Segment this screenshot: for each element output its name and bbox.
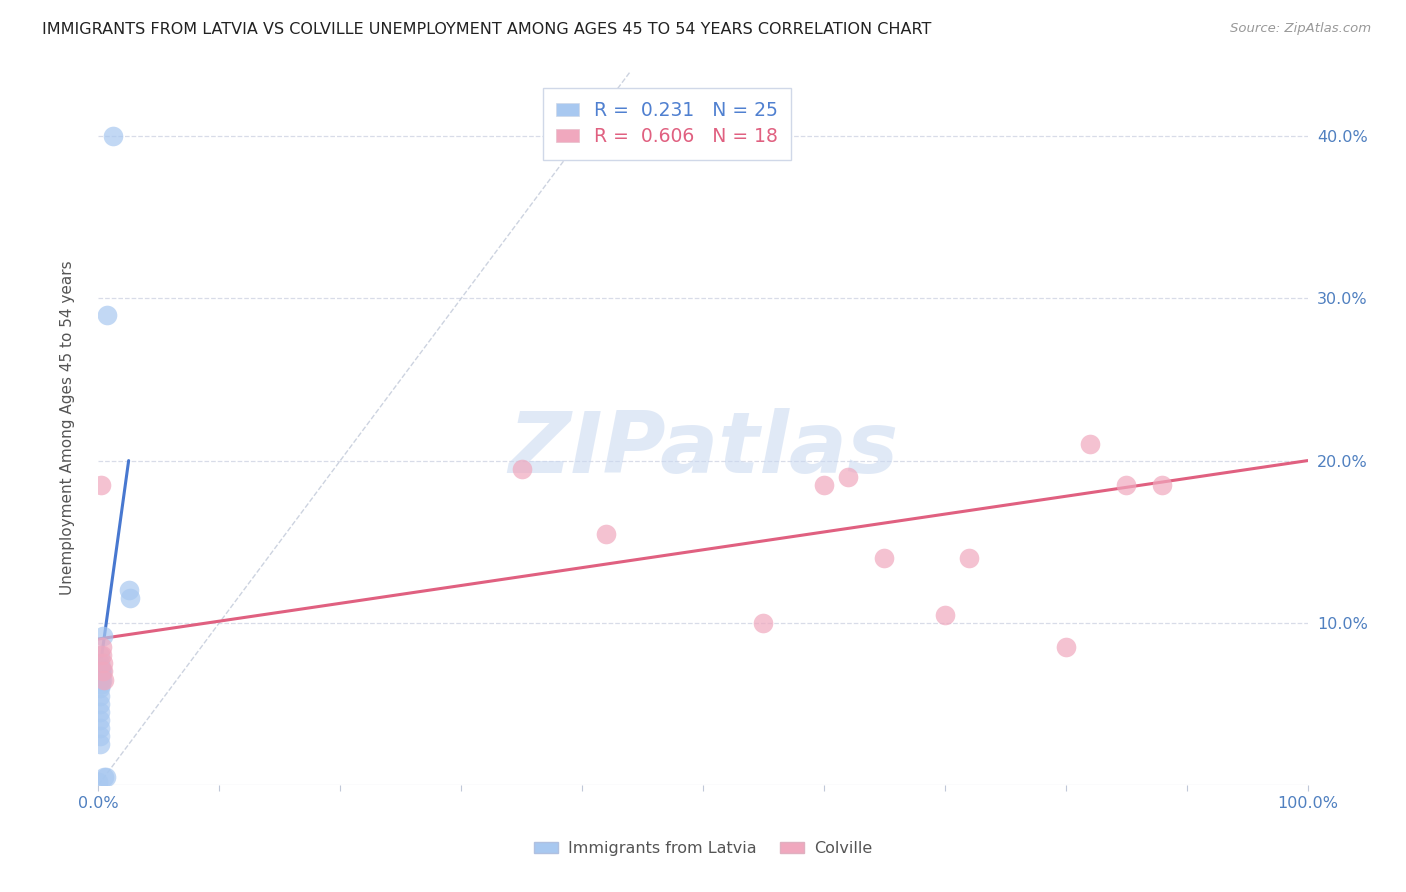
Point — [1115, 478, 1137, 492]
Point — [89, 673, 111, 687]
Point — [1054, 640, 1077, 654]
Y-axis label: Unemployment Among Ages 45 to 54 years: Unemployment Among Ages 45 to 54 years — [60, 260, 75, 596]
Point — [91, 657, 114, 671]
Point — [89, 665, 111, 679]
Point — [90, 478, 112, 492]
Point — [1152, 478, 1174, 492]
Point — [90, 667, 112, 681]
Point — [957, 550, 980, 565]
Point — [91, 648, 114, 663]
Point — [934, 607, 956, 622]
Text: ZIPatlas: ZIPatlas — [508, 408, 898, 491]
Point — [101, 129, 124, 144]
Legend: Immigrants from Latvia, Colville: Immigrants from Latvia, Colville — [527, 835, 879, 863]
Point — [118, 583, 141, 598]
Point — [595, 526, 617, 541]
Point — [87, 774, 110, 789]
Point — [752, 615, 775, 630]
Point — [89, 697, 111, 711]
Point — [93, 673, 115, 687]
Point — [89, 721, 111, 735]
Point — [90, 677, 112, 691]
Point — [89, 689, 111, 703]
Point — [91, 665, 114, 679]
Point — [89, 713, 111, 727]
Point — [837, 470, 859, 484]
Point — [91, 673, 114, 687]
Point — [89, 729, 111, 743]
Point — [90, 661, 112, 675]
Point — [873, 550, 896, 565]
Point — [89, 657, 111, 671]
Point — [89, 705, 111, 719]
Point — [94, 770, 117, 784]
Point — [89, 648, 111, 663]
Point — [118, 591, 141, 606]
Point — [813, 478, 835, 492]
Point — [91, 640, 114, 654]
Point — [1078, 437, 1101, 451]
Point — [89, 738, 111, 752]
Point — [510, 461, 533, 475]
Text: IMMIGRANTS FROM LATVIA VS COLVILLE UNEMPLOYMENT AMONG AGES 45 TO 54 YEARS CORREL: IMMIGRANTS FROM LATVIA VS COLVILLE UNEMP… — [42, 22, 932, 37]
Point — [91, 665, 114, 679]
Point — [96, 308, 118, 322]
Point — [93, 770, 115, 784]
Point — [91, 629, 114, 643]
Point — [89, 681, 111, 695]
Text: Source: ZipAtlas.com: Source: ZipAtlas.com — [1230, 22, 1371, 36]
